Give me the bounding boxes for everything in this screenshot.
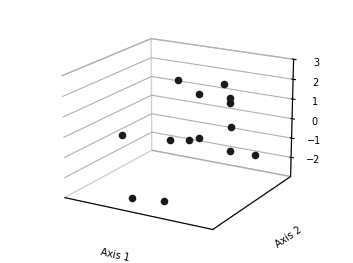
X-axis label: Axis 1: Axis 1 bbox=[100, 247, 131, 263]
Y-axis label: Axis 2: Axis 2 bbox=[274, 225, 304, 250]
